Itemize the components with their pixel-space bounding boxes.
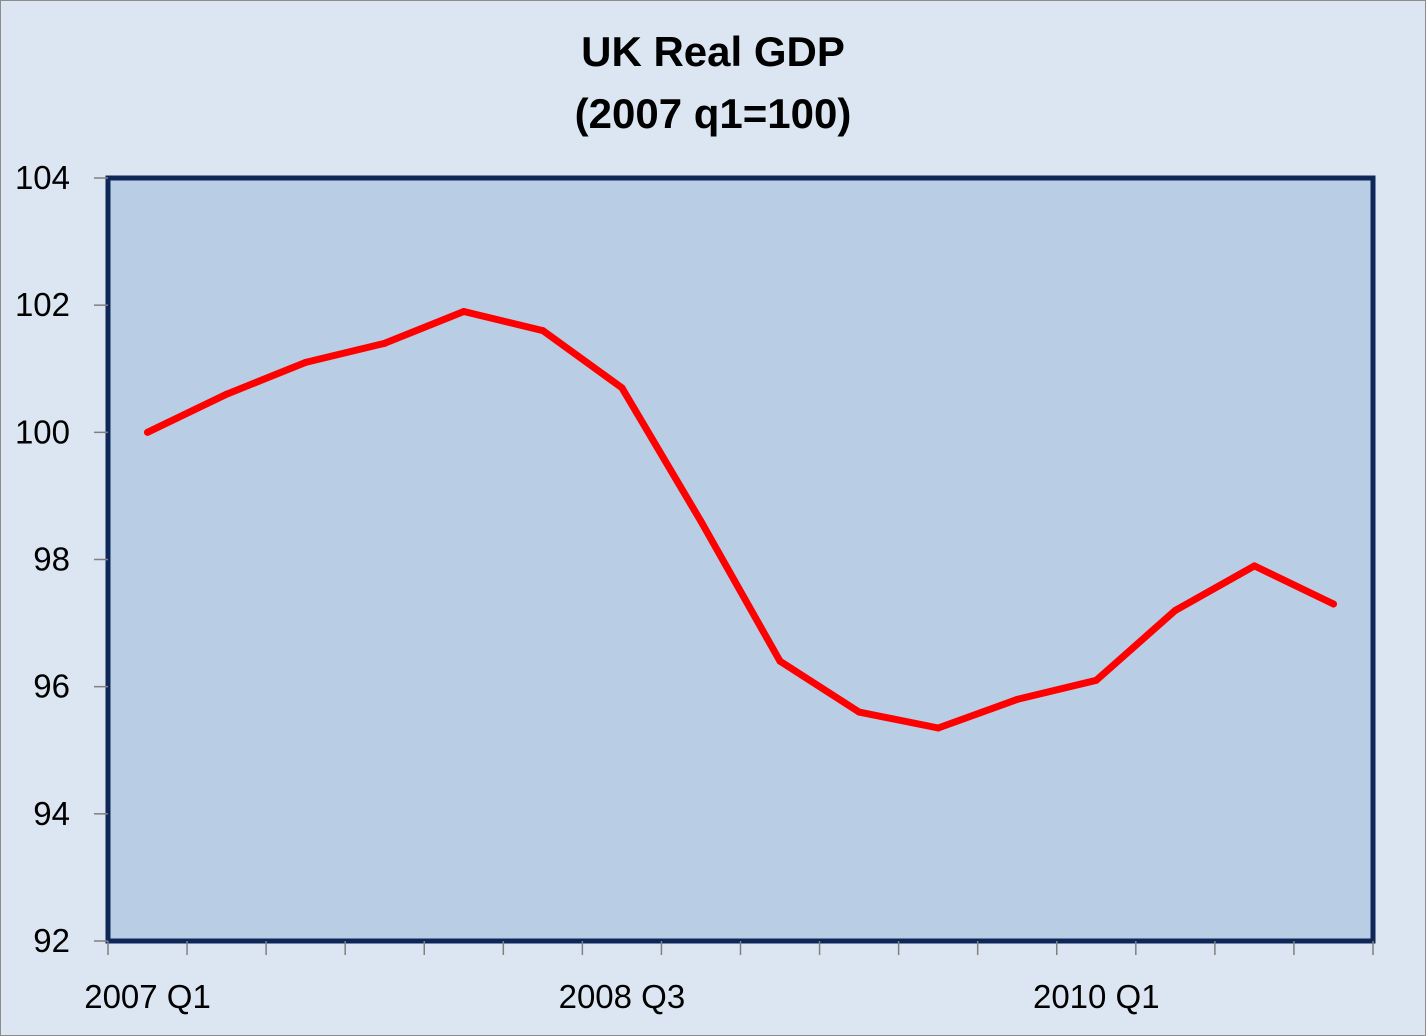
plot-area (105, 175, 1376, 944)
y-tick-label: 92 (33, 922, 70, 959)
chart-subtitle: (2007 q1=100) (575, 90, 852, 137)
data-point (1329, 600, 1337, 608)
series-line (144, 308, 1337, 732)
data-point (855, 708, 863, 716)
data-point (1171, 606, 1179, 614)
y-tick-label: 104 (15, 159, 70, 196)
data-point (302, 358, 310, 366)
y-tick-label: 94 (33, 795, 70, 832)
data-point (618, 384, 626, 392)
data-point (460, 308, 468, 316)
data-point (776, 657, 784, 665)
x-tick-label: 2008 Q3 (559, 978, 686, 1015)
data-point (1092, 676, 1100, 684)
y-tick-label: 100 (15, 413, 70, 450)
y-tick-label: 96 (33, 668, 70, 705)
data-point (697, 517, 705, 525)
y-tick-label: 102 (15, 286, 70, 323)
data-point (1013, 695, 1021, 703)
y-tick-label: 98 (33, 541, 70, 578)
data-point (1250, 562, 1258, 570)
chart-title: UK Real GDP (581, 28, 845, 75)
data-point (381, 339, 389, 347)
x-tick-label: 2010 Q1 (1033, 978, 1160, 1015)
data-point (144, 428, 152, 436)
axis-layer: 92 94 96 98 100 102 104 2007 Q1 2008 Q3 2010 Q1 (15, 159, 1374, 1015)
data-point (539, 327, 547, 335)
x-tick-label: 2007 Q1 (84, 978, 211, 1015)
data-point (223, 390, 231, 398)
series-layer (144, 308, 1337, 732)
data-point (934, 724, 942, 732)
